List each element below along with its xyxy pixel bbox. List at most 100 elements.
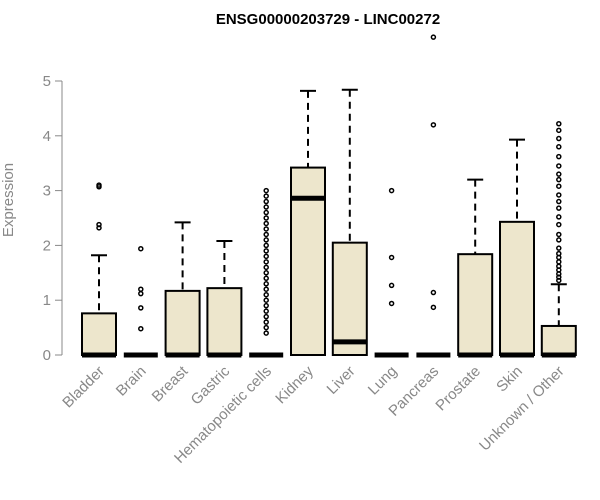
x-tick-label-7: Lung [365,363,401,399]
outlier-4-3 [263,204,269,210]
outlier-11-10 [556,198,562,205]
outlier-11-11 [556,205,562,211]
box-rect-11 [540,324,577,356]
outlier-4-16 [263,275,269,282]
box-rect-2 [164,289,201,356]
outlier-11-12 [556,214,562,220]
x-tick-label-2: Breast [149,362,192,405]
box-0 [81,182,117,358]
outlier-4-0 [263,187,269,194]
outlier-4-23 [263,313,269,320]
y-tick-label-2: 2 [43,237,51,254]
outlier-4-21 [263,302,269,309]
box-8 [416,34,451,358]
y-tick-label-5: 5 [43,73,51,90]
outlier-4-7 [263,226,269,232]
outlier-8-0 [430,34,437,40]
y-axis: 0 1 2 3 4 5 [43,73,63,364]
outlier-8-2 [430,289,437,296]
x-tick-label-9: Prostate [432,363,484,415]
outlier-7-0 [388,187,395,194]
x-tick-label-10: Skin [493,363,526,396]
x-tick-label-6: Liver [324,363,359,398]
outlier-11-8 [556,183,562,189]
outlier-4-19 [263,291,269,298]
outlier-4-5 [263,215,269,221]
outlier-11-1 [556,127,562,134]
outlier-11-19 [556,259,562,265]
outlier-4-17 [263,281,269,287]
box-rect-9 [457,253,494,356]
box-7 [374,187,409,358]
outlier-11-24 [556,277,562,284]
outlier-0-1 [96,182,102,188]
box-3 [206,240,243,358]
outlier-11-16 [556,245,562,251]
outlier-11-7 [556,176,562,183]
chart-title: ENSG00000203729 - LINC00272 [216,11,440,28]
box-rect-0 [81,312,117,356]
outlier-1-2 [138,290,144,297]
outlier-4-9 [263,237,269,243]
box-2 [164,221,201,358]
outlier-8-1 [430,122,437,128]
outlier-4-8 [263,231,269,238]
outlier-4-25 [263,324,269,331]
y-tick-label-1: 1 [43,292,51,309]
outlier-11-14 [556,231,562,238]
boxes-group [81,34,577,358]
outlier-4-26 [263,330,269,336]
outlier-11-2 [556,135,562,142]
outlier-11-13 [556,221,562,228]
outlier-7-3 [388,300,395,307]
outlier-7-1 [388,254,395,261]
box-10 [499,138,535,358]
outlier-4-12 [263,253,269,260]
box-11 [540,120,577,358]
outlier-11-3 [556,144,562,150]
outlier-1-0 [138,245,144,252]
box-rect-3 [206,287,243,357]
outlier-11-4 [556,153,562,160]
outlier-11-5 [556,163,562,169]
outlier-11-15 [556,237,562,243]
outlier-4-10 [263,242,269,249]
box-5 [290,89,326,356]
outlier-4-22 [263,308,269,314]
box-9 [457,178,494,358]
outlier-4-24 [263,319,269,325]
outlier-8-3 [430,304,437,311]
x-tick-label-5: Kidney [272,362,317,407]
outlier-1-4 [138,325,144,332]
outlier-4-18 [263,286,269,292]
outlier-11-9 [556,192,562,198]
outlier-4-4 [263,209,269,216]
box-6 [331,88,368,356]
y-tick-label-3: 3 [43,183,51,200]
outlier-4-1 [263,193,269,199]
outlier-11-0 [556,120,562,127]
outlier-4-15 [263,270,269,276]
outlier-7-2 [388,282,395,289]
outlier-1-3 [138,305,144,311]
x-tick-label-0: Bladder [59,363,108,412]
outlier-11-18 [556,254,562,261]
box-1 [123,245,158,358]
outlier-4-6 [263,220,269,227]
outlier-0-3 [96,221,102,228]
outlier-4-14 [263,264,269,271]
outlier-4-13 [263,259,269,265]
box-rect-10 [499,220,535,356]
box-rect-5 [290,166,326,356]
outlier-1-1 [138,286,144,292]
outlier-4-2 [263,198,269,205]
y-axis-label: Expression [0,163,17,237]
box-rect-6 [331,241,368,356]
outlier-4-11 [263,248,269,254]
outlier-11-6 [556,171,562,177]
y-tick-label-4: 4 [43,128,51,145]
y-tick-label-0: 0 [43,347,51,364]
outlier-4-20 [263,297,269,303]
